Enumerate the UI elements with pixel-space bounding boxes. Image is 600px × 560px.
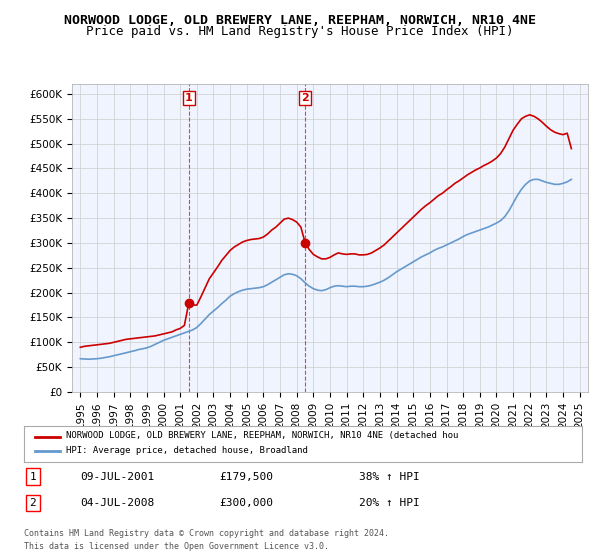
Text: NORWOOD LODGE, OLD BREWERY LANE, REEPHAM, NORWICH, NR10 4NE (detached hou: NORWOOD LODGE, OLD BREWERY LANE, REEPHAM…	[66, 431, 458, 440]
Text: NORWOOD LODGE, OLD BREWERY LANE, REEPHAM, NORWICH, NR10 4NE: NORWOOD LODGE, OLD BREWERY LANE, REEPHAM…	[64, 14, 536, 27]
Text: 1: 1	[185, 93, 193, 103]
Text: 09-JUL-2001: 09-JUL-2001	[80, 472, 154, 482]
Text: This data is licensed under the Open Government Licence v3.0.: This data is licensed under the Open Gov…	[24, 542, 329, 550]
Text: 04-JUL-2008: 04-JUL-2008	[80, 498, 154, 508]
Text: Price paid vs. HM Land Registry's House Price Index (HPI): Price paid vs. HM Land Registry's House …	[86, 25, 514, 38]
Text: £179,500: £179,500	[220, 472, 273, 482]
Text: HPI: Average price, detached house, Broadland: HPI: Average price, detached house, Broa…	[66, 446, 308, 455]
Text: 20% ↑ HPI: 20% ↑ HPI	[359, 498, 419, 508]
Text: 2: 2	[29, 498, 37, 508]
Text: 1: 1	[29, 472, 37, 482]
Text: 2: 2	[301, 93, 309, 103]
Text: £300,000: £300,000	[220, 498, 273, 508]
Text: 38% ↑ HPI: 38% ↑ HPI	[359, 472, 419, 482]
Text: Contains HM Land Registry data © Crown copyright and database right 2024.: Contains HM Land Registry data © Crown c…	[24, 529, 389, 538]
